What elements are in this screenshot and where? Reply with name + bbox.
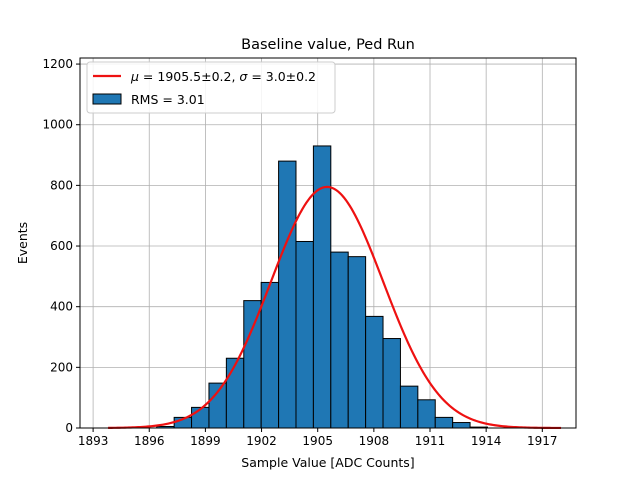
x-tick-label: 1896	[134, 434, 165, 448]
histogram-bar	[243, 300, 262, 429]
x-tick-label: 1908	[359, 434, 390, 448]
x-axis-label: Sample Value [ADC Counts]	[241, 455, 414, 470]
histogram-bar	[434, 416, 454, 429]
legend-box	[86, 61, 336, 114]
histogram-bar	[417, 399, 436, 429]
y-tick-label: 1200	[42, 57, 73, 71]
y-axis-ticks: 0 200 400 600 800 1000 1200	[42, 57, 80, 435]
histogram-bar	[399, 385, 419, 429]
x-tick-label: 1911	[415, 434, 446, 448]
x-tick-label: 1905	[302, 434, 333, 448]
legend-hist-swatch	[92, 93, 122, 105]
legend-mu-symbol: μ	[130, 69, 139, 84]
histogram-bar	[208, 382, 227, 429]
histogram-bar	[260, 281, 280, 429]
legend-fit-label: μ = 1905.5±0.2, σ = 3.0±0.2	[130, 69, 316, 84]
y-tick-label: 1000	[42, 118, 73, 132]
legend-sigma-text: = 3.0±0.2	[247, 69, 316, 84]
histogram-bar	[365, 315, 384, 429]
fit-curve-line	[108, 185, 562, 430]
chart-title: Baseline value, Ped Run	[241, 37, 415, 53]
legend-hist-label: RMS = 3.01	[131, 92, 205, 107]
histogram-bar	[330, 251, 349, 429]
x-axis-ticks: 1893 1896 1899 1902 1905 1908 1911 1914 1917	[78, 428, 558, 448]
x-tick-label: 1893	[78, 434, 109, 448]
y-tick-label: 400	[50, 300, 73, 314]
x-tick-label: 1899	[190, 434, 221, 448]
x-tick-label: 1917	[527, 434, 558, 448]
histogram-bar	[225, 357, 245, 429]
histogram-bar	[452, 422, 471, 429]
x-tick-label: 1914	[471, 434, 502, 448]
histogram-bar	[278, 160, 297, 429]
histogram-bar	[382, 338, 401, 429]
histogram-bar	[347, 256, 367, 429]
legend-mu-text: = 1905.5±0.2,	[139, 69, 239, 84]
histogram-bar	[295, 240, 314, 429]
legend-sigma-symbol: σ	[239, 69, 248, 84]
y-tick-label: 600	[50, 239, 73, 253]
y-tick-label: 800	[50, 178, 73, 192]
y-tick-label: 0	[65, 421, 73, 435]
x-tick-label: 1902	[246, 434, 277, 448]
legend: μ = 1905.5±0.2, σ = 3.0±0.2 RMS = 3.01	[86, 61, 336, 114]
plot-frame	[79, 57, 577, 429]
y-axis-label: Events	[15, 222, 30, 264]
gaussian-fit	[108, 185, 562, 430]
y-tick-label: 200	[50, 360, 73, 374]
